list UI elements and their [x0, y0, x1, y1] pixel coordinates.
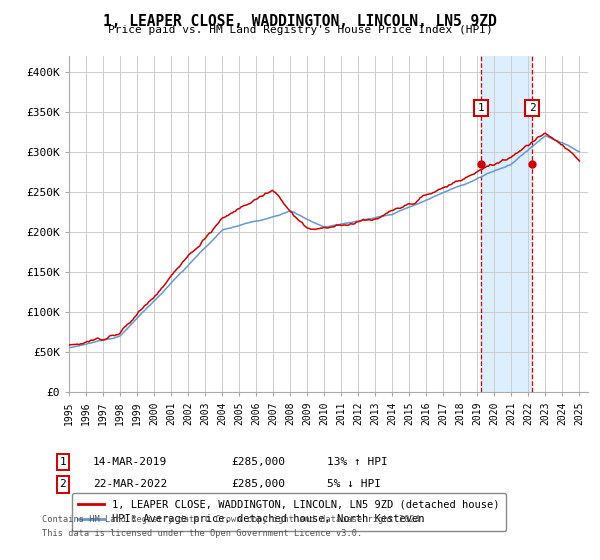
Text: 5% ↓ HPI: 5% ↓ HPI — [327, 479, 381, 489]
Text: Contains HM Land Registry data © Crown copyright and database right 2024.: Contains HM Land Registry data © Crown c… — [42, 515, 425, 524]
Text: 22-MAR-2022: 22-MAR-2022 — [93, 479, 167, 489]
Text: 13% ↑ HPI: 13% ↑ HPI — [327, 457, 388, 467]
Text: 1: 1 — [478, 103, 484, 113]
Text: 14-MAR-2019: 14-MAR-2019 — [93, 457, 167, 467]
Text: £285,000: £285,000 — [231, 457, 285, 467]
Text: 1: 1 — [59, 457, 67, 467]
Text: This data is licensed under the Open Government Licence v3.0.: This data is licensed under the Open Gov… — [42, 529, 362, 538]
Text: Price paid vs. HM Land Registry's House Price Index (HPI): Price paid vs. HM Land Registry's House … — [107, 25, 493, 35]
Legend: 1, LEAPER CLOSE, WADDINGTON, LINCOLN, LN5 9ZD (detached house), HPI: Average pri: 1, LEAPER CLOSE, WADDINGTON, LINCOLN, LN… — [71, 493, 506, 531]
Bar — [481, 56, 532, 392]
Text: £285,000: £285,000 — [231, 479, 285, 489]
Text: 2: 2 — [529, 103, 535, 113]
Text: 1, LEAPER CLOSE, WADDINGTON, LINCOLN, LN5 9ZD: 1, LEAPER CLOSE, WADDINGTON, LINCOLN, LN… — [103, 14, 497, 29]
Text: 2: 2 — [59, 479, 67, 489]
